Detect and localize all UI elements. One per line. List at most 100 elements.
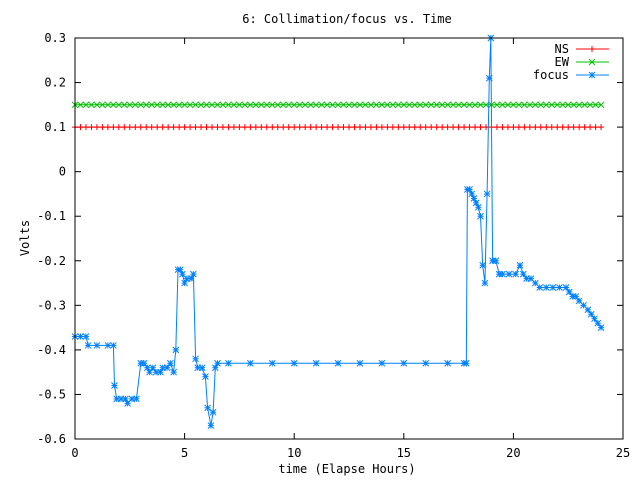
data-point — [209, 124, 215, 131]
data-point — [472, 124, 479, 131]
x-tick-label: 5 — [181, 446, 188, 460]
data-point — [334, 359, 342, 367]
data-point — [433, 124, 440, 131]
legend-label-ns: NS — [555, 42, 569, 56]
y-tick-label: 0.1 — [44, 120, 66, 134]
data-point — [521, 101, 528, 109]
data-point — [570, 101, 578, 109]
data-point — [340, 101, 347, 109]
data-point — [499, 124, 506, 131]
data-point — [198, 364, 206, 372]
data-point — [481, 279, 489, 287]
data-point — [367, 101, 375, 109]
data-point — [225, 124, 232, 131]
data-point — [482, 101, 490, 109]
data-point — [187, 124, 194, 131]
data-point — [192, 124, 199, 131]
data-point — [318, 124, 325, 131]
data-point — [241, 101, 249, 109]
data-point — [214, 359, 221, 367]
data-point — [504, 101, 512, 109]
data-point — [285, 101, 293, 109]
data-point — [214, 101, 221, 109]
data-point — [462, 359, 470, 367]
data-point — [318, 101, 325, 109]
data-point — [148, 124, 155, 131]
data-point — [444, 359, 451, 367]
legend-marker-ns — [589, 46, 595, 52]
data-point — [461, 124, 468, 131]
data-point — [230, 101, 238, 109]
data-point — [537, 101, 545, 109]
y-tick-label: 0.2 — [44, 76, 66, 90]
data-point — [553, 101, 561, 109]
data-point — [485, 74, 493, 82]
chart-title: 6: Collimation/focus vs. Time — [242, 12, 452, 26]
data-point — [493, 124, 500, 131]
data-point — [450, 124, 457, 131]
data-point — [565, 124, 572, 131]
data-point — [258, 124, 265, 131]
data-point — [592, 124, 599, 131]
data-point — [346, 124, 352, 131]
x-tick-label: 10 — [287, 446, 301, 460]
data-point — [598, 124, 605, 131]
data-point — [389, 124, 396, 131]
x-tick-label: 20 — [506, 446, 520, 460]
y-tick-label: -0.2 — [37, 254, 66, 268]
data-point — [405, 101, 413, 109]
data-point — [252, 101, 260, 109]
data-point — [192, 101, 199, 109]
data-point — [584, 306, 592, 314]
data-point — [77, 124, 84, 131]
data-point — [225, 101, 232, 109]
data-point — [422, 124, 429, 131]
data-point — [175, 101, 183, 109]
data-point — [477, 101, 484, 109]
data-point — [140, 359, 148, 367]
data-point — [230, 124, 237, 131]
data-point — [165, 124, 172, 131]
data-point — [88, 124, 95, 131]
plot-frame — [74, 37, 624, 440]
data-point — [340, 124, 347, 131]
data-point — [203, 124, 210, 131]
data-point — [131, 101, 139, 109]
y-tick-label: -0.1 — [37, 209, 66, 223]
data-point — [351, 124, 358, 131]
data-point — [581, 124, 588, 131]
data-point — [296, 101, 304, 109]
data-point — [99, 124, 106, 131]
data-point — [142, 101, 150, 109]
data-point — [572, 293, 580, 300]
data-point — [492, 257, 500, 265]
data-point — [554, 124, 561, 131]
data-point — [455, 101, 462, 109]
data-point — [77, 333, 84, 340]
data-point — [477, 212, 484, 220]
data-point — [214, 124, 221, 131]
data-point — [121, 124, 128, 131]
data-point — [164, 101, 172, 109]
data-point — [110, 101, 117, 109]
y-axis-label: Volts — [18, 220, 32, 256]
data-point — [483, 190, 491, 198]
y-tick-label: -0.3 — [37, 298, 66, 312]
data-point — [536, 284, 544, 291]
data-point — [597, 101, 605, 109]
data-point — [384, 101, 391, 109]
data-point — [285, 124, 292, 131]
legend-marker-ew — [588, 58, 596, 66]
data-point — [115, 101, 123, 109]
data-point — [438, 101, 446, 109]
data-point — [170, 101, 177, 109]
data-point — [411, 101, 419, 109]
data-point — [505, 270, 513, 278]
series-ew — [71, 101, 605, 109]
data-point — [126, 101, 134, 109]
data-point — [519, 270, 527, 278]
data-point — [82, 124, 89, 131]
data-point — [252, 124, 259, 131]
data-point — [439, 124, 446, 131]
data-point — [471, 101, 479, 109]
